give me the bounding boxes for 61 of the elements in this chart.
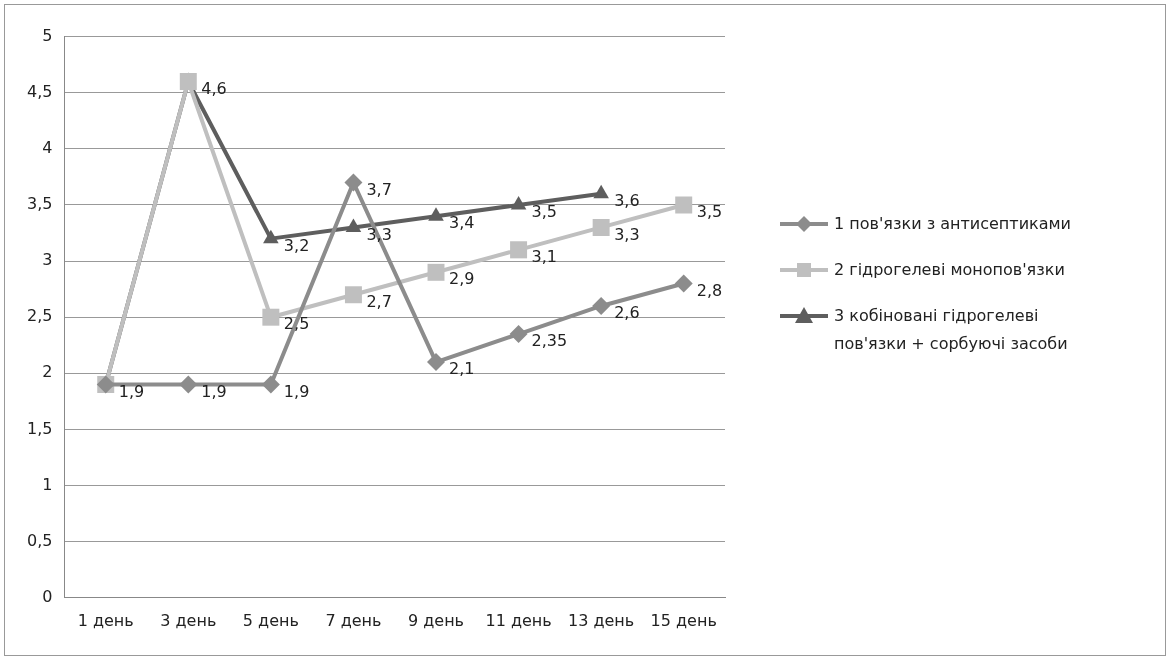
x-tick-label: 13 день [568,610,635,630]
legend-label: 2 гідрогелеві монопов'язки [834,259,1065,281]
point [593,184,609,199]
point [344,286,362,304]
x-tick-label: 5 день [242,610,299,630]
y-tick-label: 3 [42,250,53,270]
point [675,196,693,214]
legend-label: 3 кобіновані гідрогелеві пов'язки + сорбуючі засоби [834,305,1069,355]
point [427,353,446,372]
point [592,296,611,315]
point [262,308,280,326]
point [263,229,279,244]
x-tick-label: 7 день [325,610,382,630]
data-label: 2,8 [696,280,723,300]
y-tick-label: 2,5 [26,306,53,326]
data-label: 3,3 [366,224,392,244]
data-label: 4,6 [201,78,227,98]
data-label: 3,2 [283,235,310,255]
y-tick-label: 4 [42,138,53,157]
x-tick-label: 9 день [407,610,465,630]
point [344,173,363,192]
y-tick-label: 0 [42,586,53,606]
point [510,241,528,259]
data-label: 1,9 [118,381,145,401]
data-label: 3,1 [531,247,558,267]
data-label: 2,1 [449,359,475,379]
y-tick-label: 3,5 [26,194,53,214]
data-label: 3,5 [696,202,723,222]
x-tick-label: 11 день [485,610,552,630]
data-label: 3,3 [614,224,640,244]
point [179,73,197,90]
data-label: 1,9 [283,381,310,401]
y-tick-label: 4,5 [26,81,53,101]
point [509,325,528,344]
data-label: 3,7 [366,179,392,199]
y-tick-label: 5 [42,25,53,45]
data-label: 2,7 [366,291,392,311]
y-tick-label: 2 [42,362,53,382]
x-tick-label: 1 день [77,610,134,630]
point [261,375,280,394]
data-label: 3,5 [531,202,558,222]
data-label: 3,4 [449,213,475,233]
data-label: 3,6 [614,190,640,210]
y-tick-label: 1,5 [26,418,53,438]
y-tick-label: 0,5 [26,530,53,550]
data-label: 2,9 [449,269,475,289]
point [427,263,445,281]
data-label: 1,9 [201,381,227,401]
point [674,274,693,293]
data-label: 2,5 [283,314,310,334]
point [179,375,198,394]
data-label: 2,6 [614,303,640,323]
point [345,218,362,232]
point [510,195,527,210]
data-label: 2,35 [531,331,568,351]
x-tick-label: 3 день [160,610,217,630]
y-tick-label: 1 [42,474,53,494]
x-tick-label: 15 день [650,610,717,630]
point [592,218,610,236]
point [428,207,444,221]
legend-label: 1 пов'язки з антисептиками [834,213,1071,235]
